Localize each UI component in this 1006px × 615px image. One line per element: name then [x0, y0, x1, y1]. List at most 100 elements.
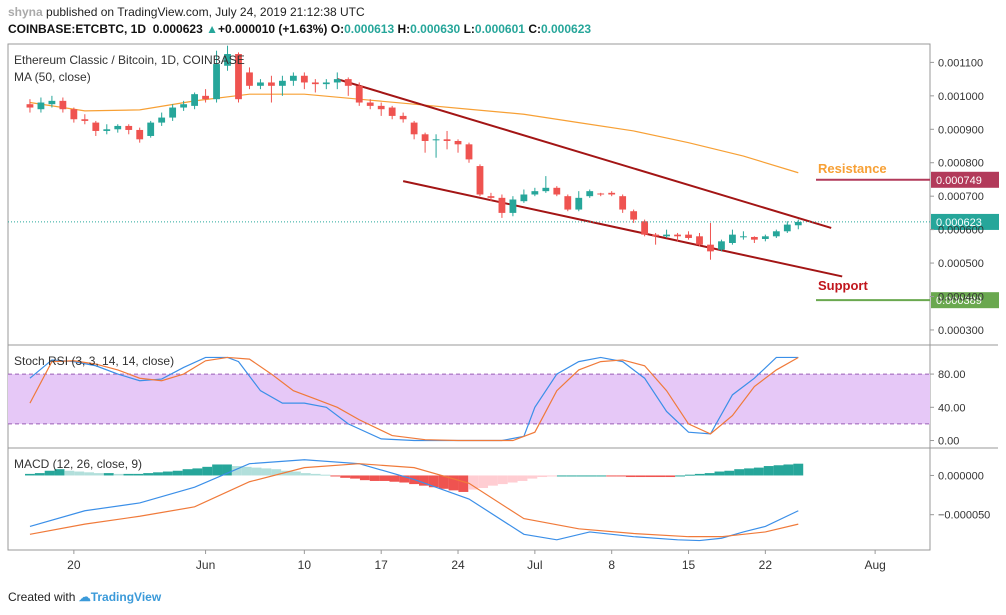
candle-down: [388, 107, 396, 116]
created-with-text: Created with: [8, 590, 76, 604]
candle-down: [498, 197, 506, 213]
candle-down: [300, 75, 308, 83]
tradingview-logo-icon[interactable]: ☁: [78, 590, 91, 604]
candle-up: [257, 82, 264, 86]
macd-hist-bar: [665, 475, 676, 478]
channel-upper-line: [336, 78, 832, 229]
candle-down: [246, 72, 253, 86]
channel-lower-line: [402, 180, 843, 278]
candle-down: [355, 85, 363, 103]
candle-down: [553, 187, 561, 195]
stoch-rsi-pane: 0.00 40.00 80.00 Stoch RSI (3, 3, 14, 14, …: [8, 354, 966, 448]
macd-hist-bar: [596, 475, 607, 477]
candle-down: [564, 196, 572, 210]
macd-hist-bar: [34, 473, 45, 476]
macd-hist-bar: [704, 473, 715, 476]
y-tick-label: 0.000400: [938, 292, 984, 304]
candle-up: [740, 236, 747, 238]
candle-down: [696, 236, 703, 245]
stoch-band: [8, 374, 930, 424]
macd-hist-bar: [537, 475, 548, 478]
macd-hist-bar: [507, 475, 518, 483]
tradingview-brand[interactable]: TradingView: [90, 590, 162, 604]
y-tick-label: 0.001000: [938, 91, 984, 103]
macd-hist-bar: [635, 475, 646, 478]
y-tick-label: 0.000900: [938, 124, 984, 136]
x-tick-label: Aug: [864, 558, 885, 572]
candle-up: [761, 236, 769, 239]
candle-down: [235, 54, 242, 100]
stoch-rsi-label: Stoch RSI (3, 3, 14, 14, close): [14, 354, 174, 368]
x-tick-label: 20: [67, 558, 81, 572]
macd-hist-bar: [586, 475, 597, 477]
candle-down: [125, 125, 133, 130]
y-tick-label: 0.000700: [938, 191, 984, 203]
macd-hist-bar: [763, 466, 774, 476]
macd-hist-bar: [556, 475, 567, 477]
candle-up: [542, 187, 550, 192]
candle-down: [92, 122, 100, 131]
candle-up: [279, 80, 286, 86]
macd-hist-bar: [399, 475, 410, 483]
macd-hist-bar: [438, 475, 449, 489]
macd-hist-bar: [290, 471, 301, 476]
low-value: 0.000601: [474, 22, 525, 36]
candle-up: [333, 79, 341, 83]
candle-up: [191, 94, 198, 106]
current-price-badge: [931, 213, 999, 230]
support-badge: [931, 292, 999, 309]
candle-down: [26, 104, 34, 108]
candle-down: [476, 166, 484, 195]
macd-hist-bar: [517, 475, 528, 481]
x-tick-label: 17: [375, 558, 389, 572]
y-tick-label: 40.00: [938, 402, 966, 414]
macd-hist-bar: [359, 475, 370, 481]
high-label: H:: [397, 22, 411, 36]
close-label: C:: [528, 22, 541, 36]
candle-up: [509, 199, 517, 213]
candle-up: [663, 234, 670, 237]
candle-up: [322, 82, 330, 85]
open-label: O:: [330, 22, 345, 36]
candle-down: [707, 244, 714, 252]
macd-hist-bar: [231, 466, 242, 476]
close-value: 0.000623: [540, 22, 592, 36]
open-value: 0.000613: [344, 22, 395, 36]
candle-down: [487, 196, 495, 198]
candle-down: [344, 79, 352, 86]
macd-label: MACD (12, 26, close, 9): [14, 457, 142, 471]
macd-hist-bar: [497, 475, 508, 485]
macd-hist-bar: [310, 473, 321, 476]
chart-title: Ethereum Classic / Bitcoin, 1D, COINBASE: [14, 53, 245, 67]
candle-down: [136, 129, 144, 140]
candle-down: [750, 236, 758, 240]
macd-hist-bar: [773, 465, 784, 476]
candle-down: [410, 122, 418, 135]
candle-up: [520, 194, 528, 202]
candle-down: [652, 234, 659, 237]
macd-line: [29, 459, 799, 542]
macd-hist-bar: [261, 468, 272, 476]
candle-down: [454, 140, 462, 145]
macd-hist-bar: [468, 475, 479, 490]
price-pane: 0.000623 Resistance 0.000749 Support 0.00038…: [8, 45, 999, 337]
support-label: Support: [818, 278, 868, 293]
candle-down: [202, 95, 209, 100]
support-value: 0.000389: [936, 295, 982, 307]
macd-hist-bar: [684, 474, 695, 476]
x-tick-label: 10: [298, 558, 312, 572]
macd-hist-bar: [202, 466, 213, 476]
high-value: 0.000630: [410, 22, 461, 36]
macd-hist-bar: [734, 469, 745, 476]
candle-up: [103, 129, 111, 131]
macd-hist-bar: [84, 472, 94, 476]
candle-down: [311, 82, 319, 85]
macd-hist-bar: [616, 475, 626, 477]
candle-up: [718, 241, 725, 250]
macd-hist-bar: [527, 475, 538, 479]
candle-down: [59, 100, 67, 110]
macd-hist-bar: [448, 475, 459, 491]
candle-down: [377, 105, 385, 110]
macd-hist-bar: [25, 473, 35, 476]
